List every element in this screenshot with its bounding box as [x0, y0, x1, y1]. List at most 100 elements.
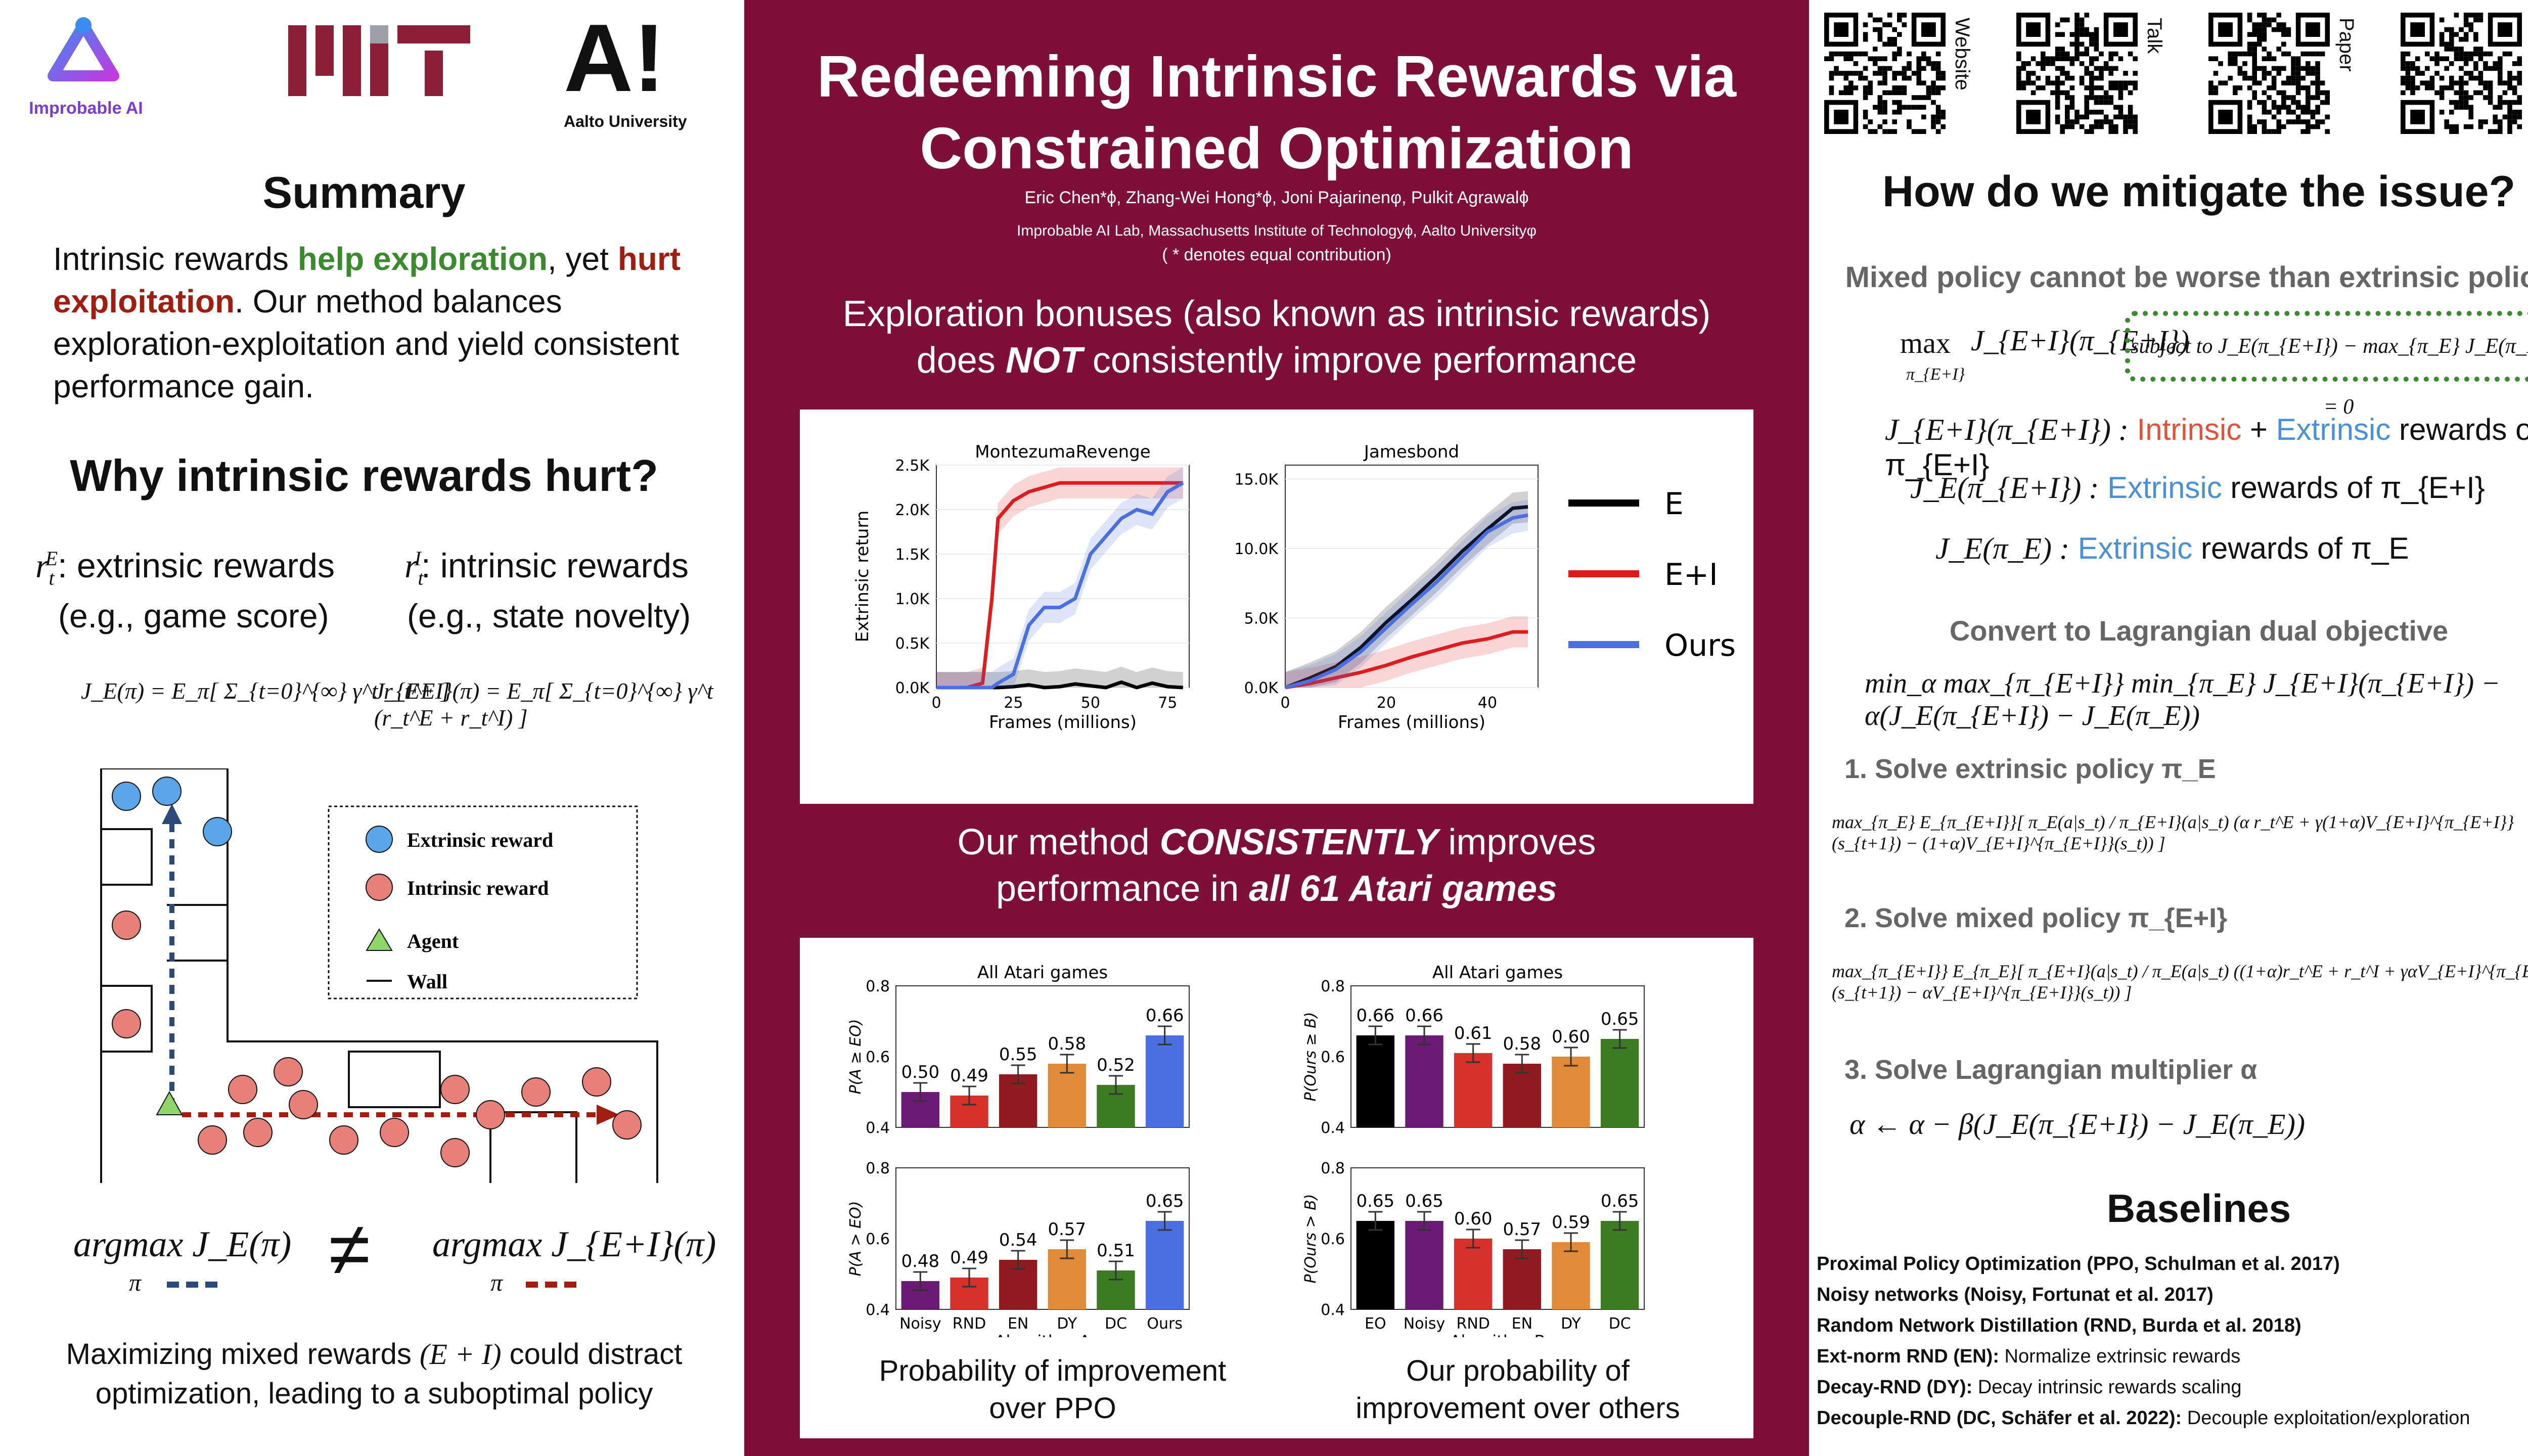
qr-module	[2291, 71, 2296, 76]
qr-module	[1916, 129, 1921, 134]
qr-talk[interactable]: Talk	[2016, 13, 2198, 139]
qr-module	[2262, 71, 2267, 76]
qr-module	[2459, 85, 2464, 90]
qr-module	[2069, 75, 2075, 81]
qr-module	[2271, 56, 2277, 61]
qr-module	[2286, 51, 2291, 57]
qr-module	[2257, 100, 2262, 105]
qr-module	[2439, 41, 2445, 47]
qr-code[interactable]: Code	[2401, 13, 2528, 139]
legend-label-Ours: Ours	[1664, 628, 1736, 663]
qr-module	[2498, 119, 2503, 124]
qr-module	[2069, 100, 2075, 105]
qr-module	[2069, 119, 2075, 124]
qr-module	[2262, 56, 2267, 61]
qr-module	[2218, 80, 2223, 85]
qr-module	[2065, 114, 2070, 120]
bar-RND	[1454, 1053, 1493, 1127]
qr-module	[1887, 37, 1892, 42]
bar-y-tick-label: 0.8	[866, 1160, 890, 1177]
qr-module	[2281, 95, 2286, 100]
qr-module	[1892, 90, 1897, 96]
qr-module	[2439, 32, 2445, 37]
qr-module	[2468, 110, 2473, 115]
qr-module	[2291, 95, 2296, 100]
qr-module	[2055, 51, 2060, 57]
qr-module	[2439, 75, 2445, 81]
qr-module	[2498, 105, 2503, 110]
qr-code-icon[interactable]	[2401, 13, 2522, 134]
qr-module	[1921, 129, 1926, 134]
title-line2: Constrained Optimization	[920, 115, 1634, 181]
qr-module	[2074, 114, 2080, 120]
bar-value-label: 0.65	[1405, 1191, 1443, 1211]
qr-module	[2079, 51, 2085, 57]
left-column: Improbable AI A! Aalto University Summar…	[0, 0, 744, 1456]
bar-category-label: DY	[1561, 1315, 1581, 1333]
qr-module	[2271, 105, 2277, 110]
qr-module	[2084, 51, 2089, 57]
qr-module	[1853, 85, 1859, 90]
qr-module	[1868, 85, 1873, 90]
qr-module	[1935, 114, 1941, 120]
qr-website[interactable]: Website	[1824, 13, 2006, 139]
qr-module	[2133, 71, 2138, 76]
qr-module	[2267, 110, 2272, 115]
qr-paper[interactable]: Paper	[2208, 13, 2390, 139]
bar-x-axis-label: Algorithm B	[1450, 1332, 1546, 1337]
qr-module	[1892, 71, 1897, 76]
qr-module	[2026, 61, 2031, 66]
qr-module	[2262, 105, 2267, 110]
bar-value-label: 0.60	[1454, 1209, 1493, 1229]
qr-module	[2108, 51, 2113, 57]
qr-module	[2094, 119, 2099, 124]
qr-module	[2041, 61, 2046, 66]
y-tick-label: 2.5K	[895, 457, 930, 475]
qr-module	[2473, 61, 2478, 66]
qr-module	[1877, 37, 1883, 42]
qr-module	[2281, 66, 2286, 71]
qr-module	[2512, 75, 2517, 81]
qr-code-icon[interactable]	[2208, 13, 2330, 134]
qr-code-icon[interactable]	[1824, 13, 1946, 134]
qr-module	[2021, 66, 2026, 71]
qr-module	[2468, 27, 2473, 32]
qr-finder-core	[1834, 22, 1848, 37]
qr-module	[2478, 124, 2484, 129]
qr-module	[1887, 13, 1892, 18]
qr-module	[1897, 51, 1902, 57]
qr-module	[2030, 71, 2036, 76]
qr-module	[2208, 90, 2214, 96]
qr-module	[1902, 85, 1907, 90]
qr-module	[2242, 75, 2247, 81]
qr-finder-core	[2306, 22, 2320, 37]
qr-module	[2118, 95, 2124, 100]
qr-module	[2262, 90, 2267, 96]
def2-extrinsic: Extrinsic	[2107, 471, 2222, 505]
x-tick-label: 40	[1478, 694, 1497, 712]
qr-module	[2281, 124, 2286, 129]
qr-module	[2463, 32, 2469, 37]
qr-module	[2502, 100, 2508, 105]
bar-category-label: EN	[1512, 1315, 1532, 1333]
qr-module	[2444, 66, 2449, 71]
legend-label-E+I: E+I	[1664, 557, 1718, 593]
qr-module	[2439, 56, 2445, 61]
qr-module	[2084, 27, 2089, 32]
bar-DY	[1552, 1057, 1590, 1127]
qr-module	[2429, 80, 2435, 85]
series-band-Ours	[936, 467, 1183, 688]
qr-module	[2401, 75, 2406, 81]
qr-module	[2498, 71, 2503, 76]
bar-chart-frame	[1350, 985, 1645, 1128]
mitigate-title: How do we mitigate the issue?	[1882, 167, 2515, 216]
qr-code-icon[interactable]	[2016, 13, 2138, 134]
qr-module	[1935, 51, 1941, 57]
explore-l1: Exploration bonuses (also known as intri…	[842, 294, 1711, 334]
qr-module	[2267, 51, 2272, 57]
baseline-item: Random Network Distillation (RND, Burda …	[1817, 1310, 2528, 1341]
qr-module	[2291, 61, 2296, 66]
qr-finder-core	[2218, 22, 2233, 37]
qr-module	[2247, 75, 2252, 81]
qr-module	[2291, 110, 2296, 115]
